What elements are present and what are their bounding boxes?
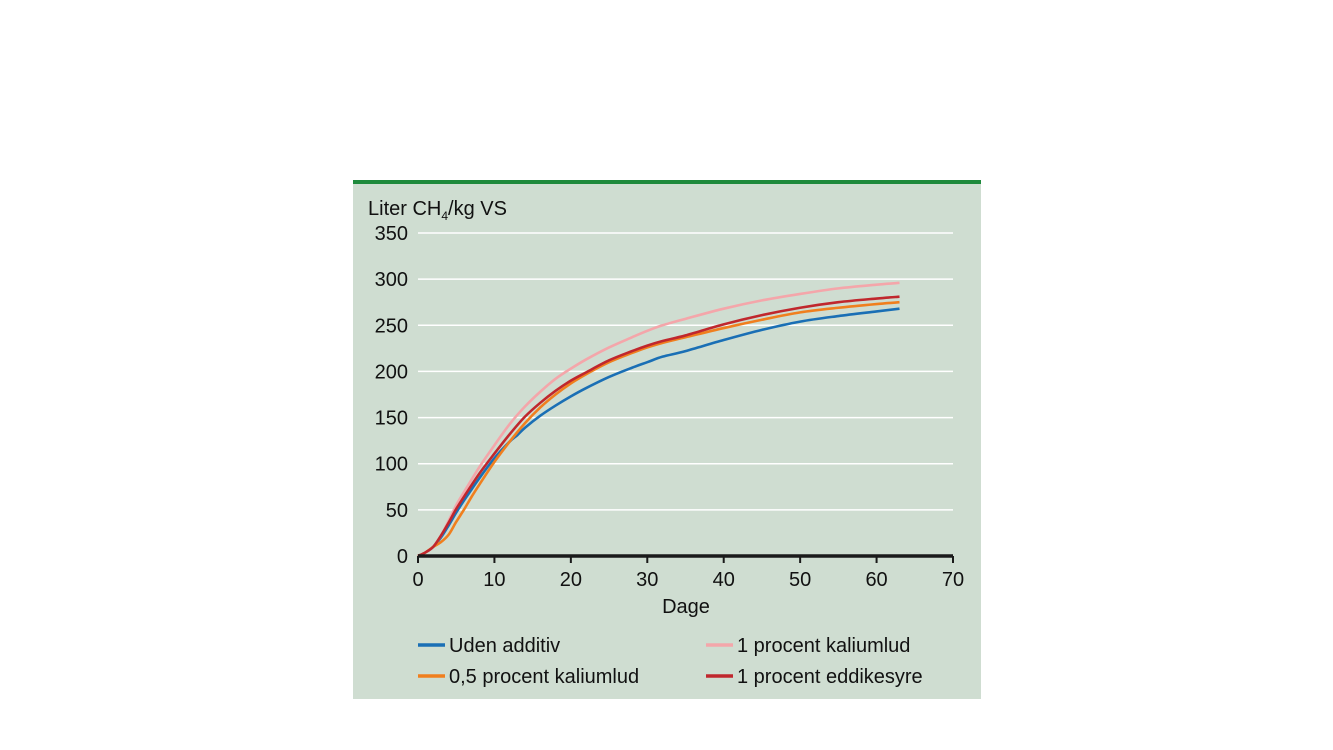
y-tick-label: 250 [375, 315, 408, 337]
x-tick-label: 30 [636, 569, 658, 591]
x-tick-label: 20 [560, 569, 582, 591]
legend: Uden additiv 1 procent kaliumlud 0,5 proce… [418, 635, 923, 688]
y-axis-title: Liter CH4/kg VS [368, 198, 507, 223]
y-tick-label: 300 [375, 269, 408, 291]
y-tick-label: 0 [397, 546, 408, 568]
legend-label-2: 1 procent kaliumlud [737, 635, 910, 657]
legend-label-3: 0,5 procent kaliumlud [449, 666, 639, 688]
grid-lines [418, 232, 953, 511]
x-tick-label: 10 [483, 569, 505, 591]
chart-panel [353, 180, 981, 699]
series-line-3 [417, 300, 900, 558]
y-tick-label: 150 [375, 408, 408, 430]
x-tick-label: 0 [412, 569, 423, 591]
y-axis-title-rest: /kg VS [448, 198, 507, 220]
x-tick-label: 40 [713, 569, 735, 591]
legend-label-1: Uden additiv [449, 635, 560, 657]
legend-label-4: 1 procent eddikesyre [737, 666, 923, 688]
y-tick-labels: 0 50 100 150 200 250 300 350 [375, 223, 408, 568]
y-tick-label: 350 [375, 223, 408, 245]
y-axis-title-subscript: 4 [441, 209, 448, 223]
x-axis [417, 554, 954, 563]
series-line-2 [417, 281, 900, 558]
series-line-4 [417, 295, 900, 558]
y-tick-label: 100 [375, 454, 408, 476]
x-axis-title: Dage [662, 596, 710, 618]
y-axis-title-main: Liter CH [368, 198, 441, 220]
x-tick-label: 50 [789, 569, 811, 591]
x-tick-label: 70 [942, 569, 964, 591]
x-tick-labels: 0 10 20 30 40 50 60 70 [412, 569, 964, 591]
y-tick-label: 200 [375, 361, 408, 383]
x-tick-label: 60 [865, 569, 887, 591]
y-tick-label: 50 [386, 500, 408, 522]
series-line-1 [417, 307, 900, 558]
methane-yield-chart: Liter CH4/kg VS 0 50 100 150 200 250 300 350 0 1… [368, 198, 964, 688]
series-lines [417, 281, 900, 558]
